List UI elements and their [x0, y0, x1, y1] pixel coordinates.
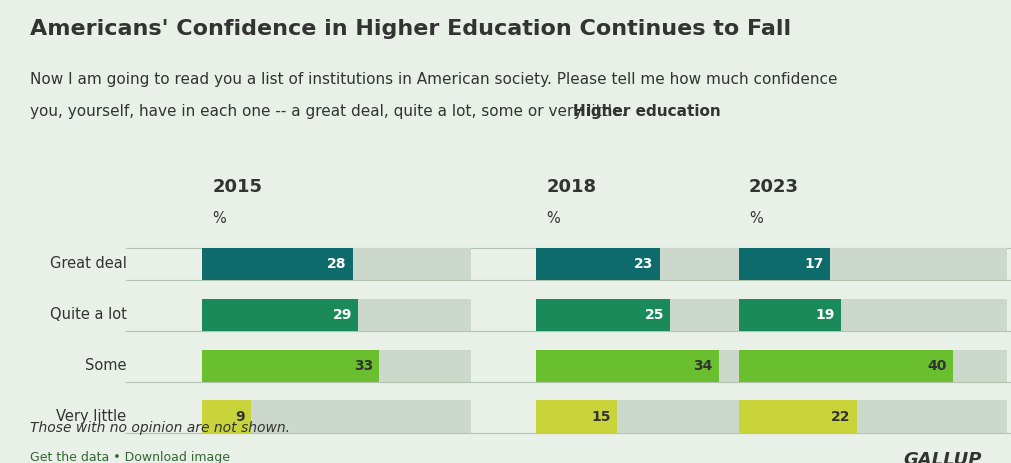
Text: 25: 25: [644, 308, 664, 322]
Bar: [202, 248, 352, 280]
Text: 2018: 2018: [546, 178, 596, 196]
Text: Those with no opinion are not shown.: Those with no opinion are not shown.: [30, 421, 290, 435]
Bar: [536, 248, 804, 280]
Bar: [202, 350, 379, 382]
Bar: [202, 248, 470, 280]
Bar: [738, 350, 1006, 382]
Bar: [738, 400, 856, 433]
Text: 9: 9: [235, 410, 245, 424]
Bar: [738, 350, 952, 382]
Text: 34: 34: [693, 359, 712, 373]
Bar: [202, 350, 470, 382]
Text: Now I am going to read you a list of institutions in American society. Please te: Now I am going to read you a list of ins…: [30, 72, 837, 87]
Text: 33: 33: [354, 359, 373, 373]
Text: 23: 23: [634, 257, 653, 271]
Bar: [536, 400, 617, 433]
Bar: [536, 400, 804, 433]
Text: Americans' Confidence in Higher Education Continues to Fall: Americans' Confidence in Higher Educatio…: [30, 19, 791, 38]
Text: Very little: Very little: [57, 409, 126, 424]
Text: Some: Some: [85, 358, 126, 373]
Text: 15: 15: [590, 410, 611, 424]
Text: 29: 29: [333, 308, 352, 322]
Bar: [536, 248, 659, 280]
Text: 2015: 2015: [212, 178, 262, 196]
Text: %: %: [212, 211, 226, 225]
Text: you, yourself, have in each one -- a great deal, quite a lot, some or very littl: you, yourself, have in each one -- a gre…: [30, 104, 626, 119]
Bar: [536, 350, 804, 382]
Bar: [738, 299, 840, 331]
Text: 22: 22: [830, 410, 850, 424]
Bar: [202, 299, 470, 331]
Bar: [202, 299, 358, 331]
Text: %: %: [748, 211, 762, 225]
Bar: [738, 248, 1006, 280]
Text: %: %: [546, 211, 560, 225]
Text: GALLUP: GALLUP: [902, 451, 981, 463]
Text: Great deal: Great deal: [50, 257, 126, 271]
Text: Get the data • Download image: Get the data • Download image: [30, 451, 231, 463]
Text: 40: 40: [927, 359, 946, 373]
Text: Quite a lot: Quite a lot: [50, 307, 126, 322]
Bar: [202, 400, 470, 433]
Text: 19: 19: [815, 308, 834, 322]
Text: 2023: 2023: [748, 178, 798, 196]
Text: Higher education: Higher education: [572, 104, 720, 119]
Bar: [738, 248, 829, 280]
Bar: [536, 350, 718, 382]
Bar: [202, 400, 251, 433]
Bar: [536, 299, 804, 331]
Text: 28: 28: [327, 257, 346, 271]
Bar: [738, 400, 1006, 433]
Bar: [536, 299, 670, 331]
Bar: [738, 299, 1006, 331]
Text: 17: 17: [804, 257, 823, 271]
